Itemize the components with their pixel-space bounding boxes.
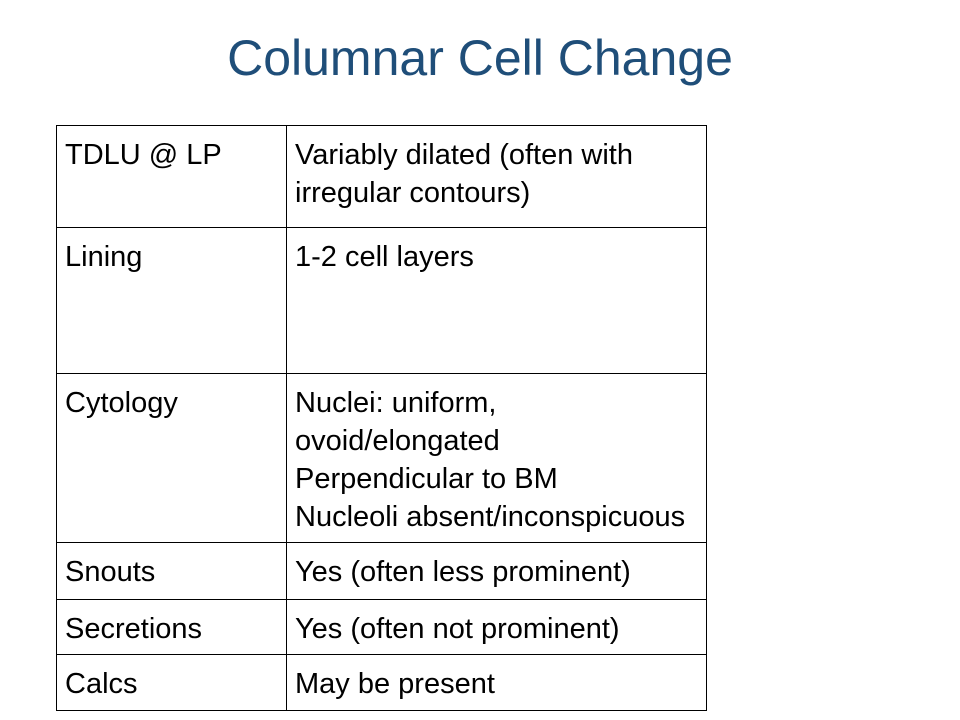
row-label: Calcs — [56, 654, 287, 711]
row-value: May be present — [286, 654, 707, 711]
row-value-line: Perpendicular to BM — [295, 463, 558, 495]
row-value-line: Nucleoli absent/inconspicuous — [295, 501, 686, 533]
row-value: Yes (often not prominent) — [286, 599, 707, 655]
row-label: Secretions — [56, 599, 287, 655]
slide-title: Columnar Cell Change — [227, 30, 733, 86]
table-row: Snouts Yes (often less prominent) — [56, 542, 707, 600]
row-label: Snouts — [56, 542, 287, 600]
row-value-line: Yes (often less prominent) — [295, 556, 631, 588]
table-row: Lining 1-2 cell layers — [56, 227, 707, 374]
row-value-line: 1-2 cell layers — [295, 241, 474, 273]
row-label: Cytology — [56, 373, 287, 543]
row-value: Nuclei: uniform, ovoid/elongated Perpend… — [286, 373, 707, 543]
row-value: Yes (often less prominent) — [286, 542, 707, 600]
table-row: Calcs May be present — [56, 654, 707, 711]
row-value-line: Yes (often not prominent) — [295, 613, 620, 645]
row-value-line: Nuclei: uniform, ovoid/elongated — [295, 387, 500, 457]
table-row: Cytology Nuclei: uniform, ovoid/elongate… — [56, 373, 707, 543]
feature-table: TDLU @ LP Variably dilated (often with i… — [56, 125, 707, 711]
row-label: Lining — [56, 227, 287, 374]
row-value-line: May be present — [295, 668, 495, 700]
table-row: TDLU @ LP Variably dilated (often with i… — [56, 125, 707, 228]
row-value: 1-2 cell layers — [286, 227, 707, 374]
row-value-line: Variably dilated (often with irregular c… — [295, 139, 633, 209]
table-row: Secretions Yes (often not prominent) — [56, 599, 707, 655]
row-label: TDLU @ LP — [56, 125, 287, 228]
row-value: Variably dilated (often with irregular c… — [286, 125, 707, 228]
